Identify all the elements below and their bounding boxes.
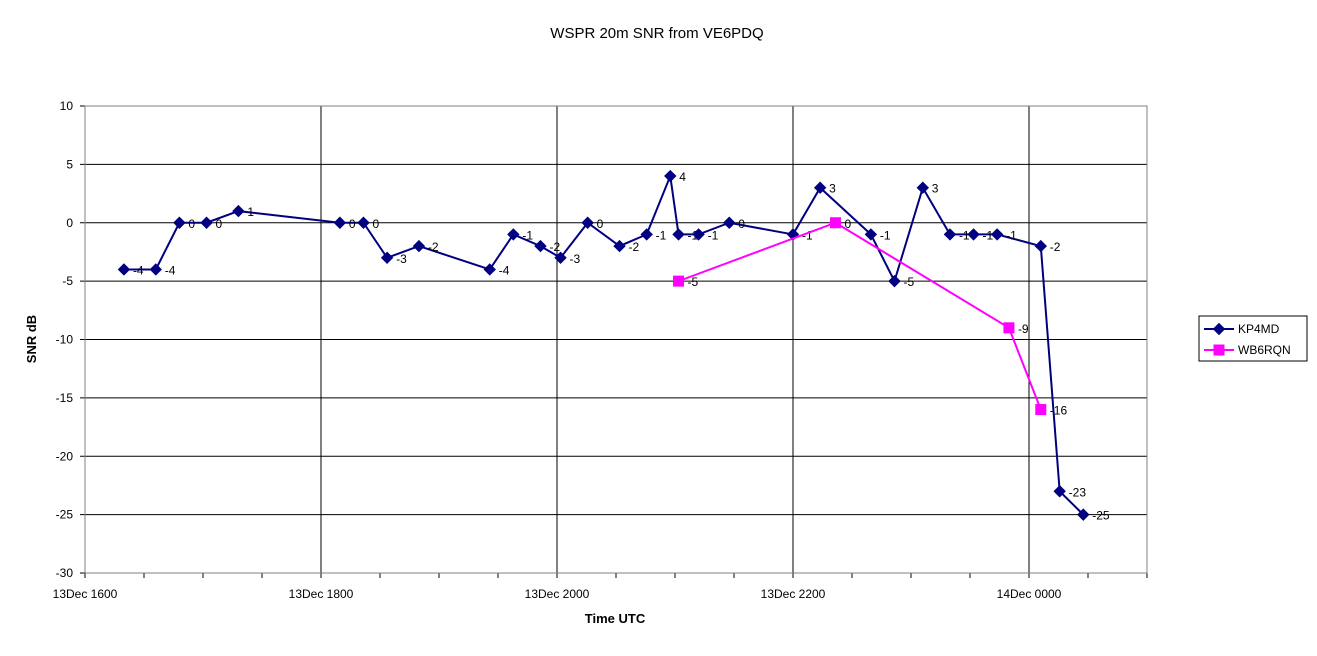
data-label: -25 bbox=[1092, 509, 1110, 523]
data-point bbox=[943, 228, 957, 241]
data-label: -3 bbox=[570, 252, 581, 266]
data-label: -4 bbox=[133, 263, 144, 277]
legend-label: KP4MD bbox=[1238, 322, 1280, 336]
data-label: 3 bbox=[932, 182, 939, 196]
data-label: -5 bbox=[688, 275, 699, 289]
series-line bbox=[678, 221, 1042, 410]
x-tick-label: 13Dec 1800 bbox=[289, 587, 354, 601]
data-point bbox=[357, 216, 370, 229]
data-label: -2 bbox=[1050, 240, 1061, 254]
data-label: -23 bbox=[1069, 485, 1087, 499]
y-tick-label: -30 bbox=[56, 566, 74, 580]
data-label: -1 bbox=[802, 228, 813, 242]
data-label: -9 bbox=[1018, 322, 1029, 336]
data-point bbox=[613, 239, 626, 253]
data-label: -1 bbox=[656, 228, 667, 242]
legend-marker bbox=[1212, 322, 1226, 336]
data-label: 0 bbox=[844, 217, 851, 231]
data-point bbox=[1035, 404, 1047, 416]
data-point bbox=[554, 251, 567, 264]
data-point bbox=[813, 181, 827, 194]
data-label: 0 bbox=[349, 217, 356, 231]
data-label: 0 bbox=[738, 217, 745, 231]
x-axis-title: Time UTC bbox=[585, 611, 646, 626]
data-point bbox=[664, 169, 677, 183]
data-point bbox=[967, 228, 980, 241]
data-point bbox=[483, 263, 496, 276]
data-label: 1 bbox=[247, 205, 254, 219]
data-label: -1 bbox=[1006, 228, 1017, 242]
data-point bbox=[672, 228, 685, 241]
y-tick-label: -5 bbox=[62, 274, 73, 288]
data-label: -2 bbox=[549, 240, 560, 254]
y-tick-label: 5 bbox=[66, 157, 73, 171]
data-point bbox=[916, 181, 930, 194]
data-label: 0 bbox=[216, 217, 223, 231]
data-label: -4 bbox=[165, 263, 176, 277]
data-label: -2 bbox=[428, 240, 439, 254]
data-label: -1 bbox=[688, 228, 699, 242]
data-label: -16 bbox=[1050, 404, 1068, 418]
data-point bbox=[1034, 239, 1048, 253]
data-label: 3 bbox=[829, 182, 836, 196]
legend-marker bbox=[1213, 344, 1225, 356]
data-label: -3 bbox=[396, 252, 407, 266]
y-tick-label: 0 bbox=[66, 216, 73, 230]
data-label: 4 bbox=[679, 170, 686, 184]
chart-title: WSPR 20m SNR from VE6PDQ bbox=[550, 25, 763, 42]
data-point bbox=[412, 239, 426, 253]
series-kp4md: -4 -4 0 0 1 0 0 -3 -2 -4 -1 -2 -3 0 -2 -1 4 -1 -1 0 -1 3 -1 -5 3… bbox=[117, 169, 1110, 523]
data-point bbox=[534, 239, 547, 253]
y-axis-title: SNR dB bbox=[24, 315, 39, 363]
data-point bbox=[581, 216, 594, 229]
data-point bbox=[990, 228, 1004, 241]
data-label: -1 bbox=[959, 228, 970, 242]
y-tick-label: -25 bbox=[56, 508, 74, 522]
data-label: 0 bbox=[188, 217, 195, 231]
data-point bbox=[117, 263, 131, 276]
data-point bbox=[507, 228, 520, 241]
data-point bbox=[1053, 485, 1066, 498]
x-tick-label: 13Dec 2200 bbox=[761, 587, 826, 601]
x-tick-label: 13Dec 1600 bbox=[53, 587, 118, 601]
legend-label: WB6RQN bbox=[1238, 343, 1291, 357]
data-label: 0 bbox=[597, 217, 604, 231]
data-point bbox=[692, 228, 705, 241]
data-point bbox=[149, 263, 163, 276]
data-point bbox=[1077, 508, 1090, 521]
y-tick-label: -15 bbox=[56, 391, 74, 405]
data-point bbox=[640, 228, 653, 241]
series-wb6rqn: -5 0 -9 -16 bbox=[673, 217, 1068, 418]
y-tick-label: 10 bbox=[60, 99, 74, 113]
data-point bbox=[1003, 322, 1015, 334]
data-point bbox=[333, 216, 347, 229]
data-label: -4 bbox=[499, 263, 510, 277]
data-point bbox=[200, 216, 213, 229]
plot-frame bbox=[84, 105, 1148, 574]
x-tick-label: 14Dec 0000 bbox=[997, 587, 1062, 601]
data-point bbox=[829, 217, 841, 229]
data-point bbox=[723, 216, 736, 229]
data-label: -1 bbox=[983, 228, 994, 242]
data-point bbox=[673, 275, 685, 287]
data-label: -1 bbox=[522, 228, 533, 242]
data-label: 0 bbox=[372, 217, 379, 231]
y-tick-label: -10 bbox=[56, 333, 74, 347]
legend: KP4MD WB6RQN bbox=[1198, 315, 1308, 362]
data-label: -5 bbox=[903, 275, 914, 289]
data-point bbox=[380, 251, 394, 264]
data-point bbox=[173, 216, 186, 229]
series-line bbox=[123, 172, 1084, 516]
data-label: -2 bbox=[629, 240, 640, 254]
data-point bbox=[232, 204, 245, 218]
data-point bbox=[888, 274, 901, 288]
data-label: -1 bbox=[708, 228, 719, 242]
data-label: -1 bbox=[880, 228, 891, 242]
data-point bbox=[864, 228, 878, 241]
y-tick-label: -20 bbox=[56, 449, 74, 463]
x-tick-label: 13Dec 2000 bbox=[525, 587, 590, 601]
